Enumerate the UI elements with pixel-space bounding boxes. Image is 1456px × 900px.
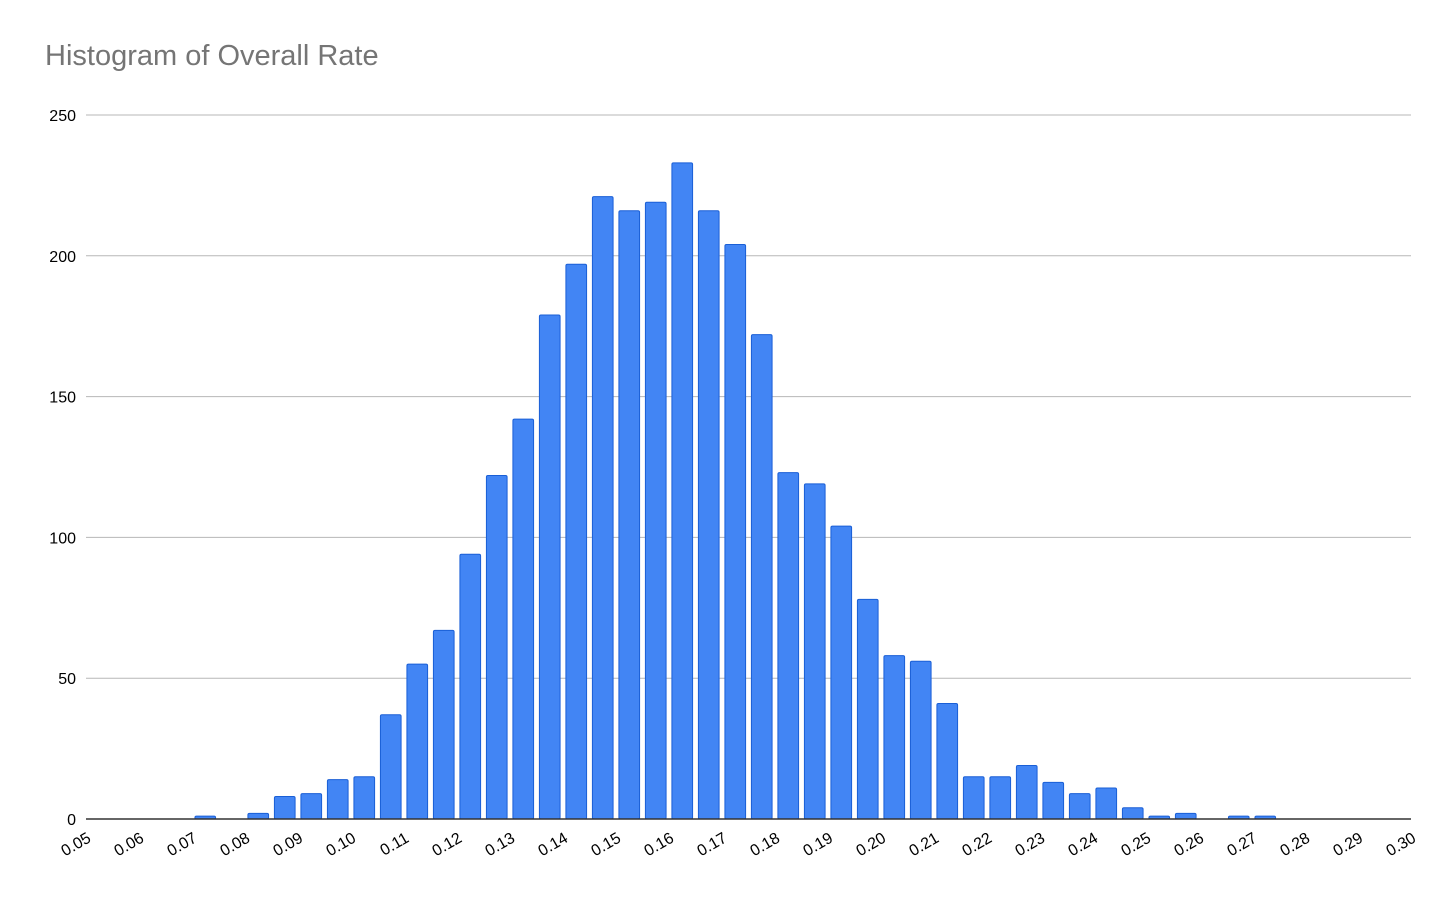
histogram-bar [1095, 787, 1118, 820]
gridlines [86, 114, 1411, 679]
x-tick-label: 0.30 [1384, 830, 1420, 860]
histogram-bar [856, 598, 879, 820]
histogram-bar [697, 210, 720, 820]
histogram-bar [538, 314, 561, 820]
x-tick-label: 0.07 [165, 830, 201, 860]
x-tick-label: 0.29 [1331, 830, 1367, 860]
y-tick-label: 200 [49, 249, 76, 266]
x-tick-label: 0.17 [695, 830, 731, 860]
x-tick-label: 0.28 [1278, 830, 1314, 860]
x-tick-label: 0.12 [430, 830, 466, 860]
histogram-bar [1068, 793, 1091, 820]
histogram-bar [406, 663, 429, 820]
histogram-bar [565, 263, 588, 820]
x-tick-label: 0.08 [218, 830, 254, 860]
histogram-bar [936, 703, 959, 820]
histogram-bar [644, 201, 667, 820]
histogram-bar [883, 655, 906, 820]
x-tick-label: 0.06 [112, 830, 148, 860]
histogram-bar [803, 483, 826, 820]
histogram-bar [273, 795, 296, 820]
histogram-bar [724, 244, 747, 820]
histogram-bar [962, 776, 985, 820]
histogram-bar [671, 162, 694, 820]
x-tick-label: 0.22 [960, 830, 996, 860]
x-tick-label: 0.23 [1013, 830, 1049, 860]
chart-title: Histogram of Overall Rate [45, 40, 379, 72]
x-axis-ticks: 0.05 0.06 0.07 0.08 0.09 0.10 0.11 0.12 0.13 0.14… [59, 830, 1420, 860]
histogram-bar [326, 779, 349, 820]
histogram-bar [618, 210, 641, 820]
y-tick-label: 150 [49, 390, 76, 407]
histogram-bar [353, 776, 376, 820]
histogram-bar [591, 196, 614, 820]
x-tick-label: 0.16 [642, 830, 678, 860]
bars [194, 162, 1277, 820]
histogram-bar [750, 334, 773, 820]
histogram-bar [459, 553, 482, 820]
y-tick-label: 100 [49, 530, 76, 547]
histogram-bar [909, 660, 932, 820]
histogram-bar [432, 629, 455, 820]
x-tick-label: 0.13 [483, 830, 519, 860]
histogram-bar [1174, 812, 1197, 820]
histogram-bar [379, 714, 402, 820]
histogram-bar [1121, 807, 1144, 820]
x-tick-label: 0.27 [1225, 830, 1261, 860]
histogram-bar [247, 812, 270, 820]
x-tick-label: 0.14 [536, 830, 572, 860]
histogram-bar [989, 776, 1012, 820]
histogram-bar [485, 474, 508, 820]
x-tick-label: 0.19 [801, 830, 837, 860]
histogram-bar [300, 793, 323, 820]
x-tick-label: 0.11 [378, 830, 413, 860]
y-axis-ticks: 0 50 100 150 200 250 [49, 108, 76, 829]
x-tick-label: 0.09 [271, 830, 307, 860]
x-tick-label: 0.21 [907, 830, 943, 860]
histogram-bar [1015, 765, 1038, 820]
x-tick-label: 0.20 [854, 830, 890, 860]
x-tick-label: 0.18 [748, 830, 784, 860]
y-tick-label: 50 [58, 671, 76, 688]
x-tick-label: 0.26 [1172, 830, 1208, 860]
x-tick-label: 0.05 [59, 830, 95, 860]
histogram-bar [1042, 781, 1065, 820]
histogram-bar [512, 418, 535, 820]
y-tick-label: 250 [49, 108, 76, 125]
x-tick-label: 0.24 [1066, 830, 1102, 860]
x-tick-label: 0.25 [1119, 830, 1155, 860]
histogram-bar [777, 472, 800, 820]
y-tick-label: 0 [67, 812, 76, 829]
histogram-bar [830, 525, 853, 820]
x-tick-label: 0.15 [589, 830, 625, 860]
x-tick-label: 0.10 [324, 830, 360, 860]
